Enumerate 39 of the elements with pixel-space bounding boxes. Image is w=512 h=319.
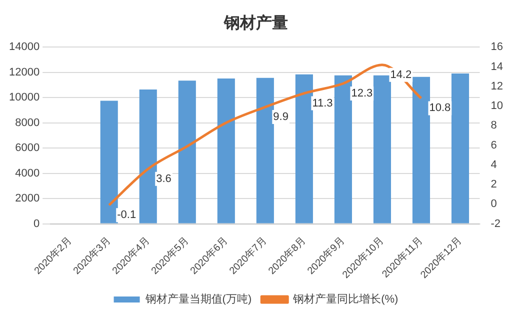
data-label: 10.8: [429, 102, 451, 114]
y2-tick-label: 10: [490, 100, 504, 112]
data-label: 3.6: [156, 172, 172, 185]
y2-tick-label: 4: [490, 158, 497, 171]
bar: [217, 78, 235, 224]
bar: [178, 80, 196, 224]
y2-tick-label: 8: [490, 120, 497, 132]
data-label: 12.3: [351, 88, 373, 100]
data-label: 14.2: [390, 68, 412, 81]
bar: [139, 89, 157, 224]
bar: [256, 78, 274, 224]
y2-tick-label: 12: [490, 80, 504, 92]
y-tick-label: 14000: [8, 41, 40, 54]
bar: [373, 75, 392, 224]
line-series: [108, 64, 422, 206]
y-tick-label: 10000: [8, 92, 40, 104]
y-tick-label: 2000: [15, 192, 40, 205]
y-tick-label: 0: [33, 218, 40, 230]
y-tick-label: 8000: [15, 116, 40, 129]
y2-tick-label: 2: [490, 178, 497, 191]
y2-tick-label: 0: [490, 198, 497, 210]
y2-tick-label: 6: [490, 139, 497, 152]
y2-tick-label: 14: [490, 60, 504, 73]
y-tick-label: 12000: [8, 66, 40, 78]
legend-label: 钢材产量同比增长(%): [292, 292, 398, 306]
data-label: -0.1: [117, 209, 136, 222]
bar: [412, 76, 430, 224]
data-label: 9.9: [273, 111, 288, 124]
y2-tick-label: -2: [490, 218, 501, 230]
data-label: 11.3: [312, 97, 333, 110]
legend-label: 钢材产量当期值(万吨): [144, 292, 252, 306]
bar: [451, 74, 470, 224]
bar: [295, 74, 313, 224]
y-tick-label: 6000: [15, 142, 40, 154]
chart-title: 钢材产量: [223, 14, 288, 32]
bar: [334, 75, 352, 224]
y2-tick-label: 16: [490, 41, 504, 54]
bar: [100, 100, 118, 224]
y-tick-label: 4000: [15, 167, 40, 180]
